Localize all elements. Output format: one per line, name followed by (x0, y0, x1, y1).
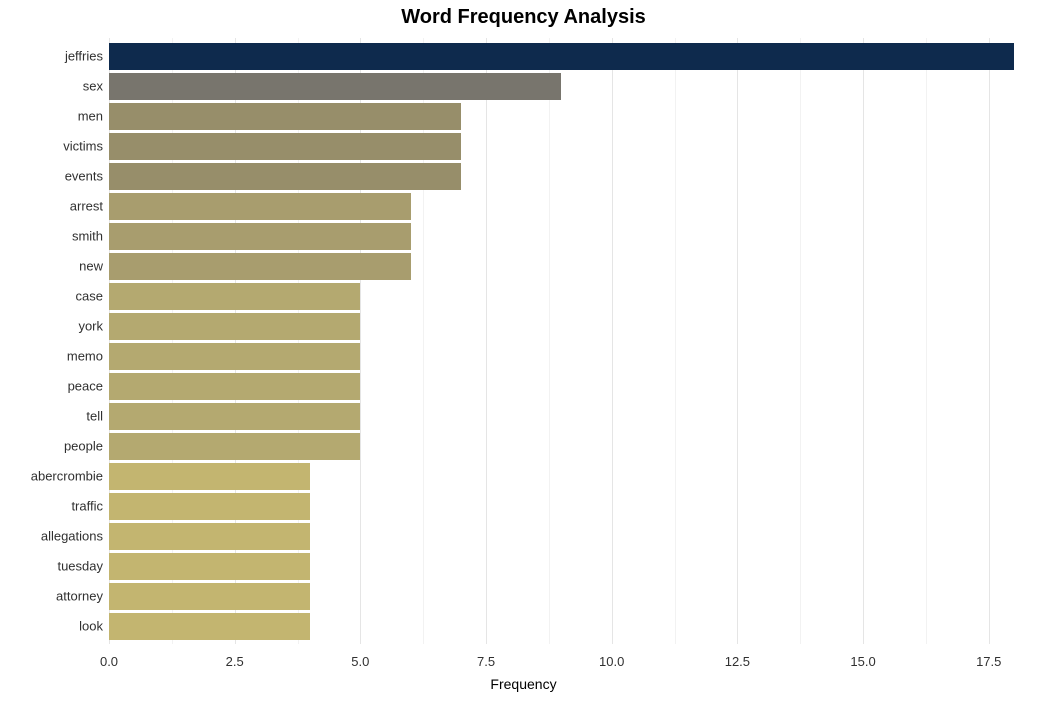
bar (109, 223, 411, 250)
bar (109, 583, 310, 610)
y-tick-label: traffic (71, 499, 109, 514)
bar-row (109, 193, 1039, 220)
bar (109, 373, 360, 400)
y-tick-label: allegations (41, 529, 109, 544)
bar (109, 283, 360, 310)
bar (109, 493, 310, 520)
y-tick-label: case (76, 289, 109, 304)
bar-row (109, 343, 1039, 370)
bar (109, 193, 411, 220)
y-tick-label: victims (63, 139, 109, 154)
bar (109, 313, 360, 340)
y-tick-label: peace (68, 379, 109, 394)
bar-row (109, 313, 1039, 340)
y-tick-label: memo (67, 349, 109, 364)
bar (109, 463, 310, 490)
y-tick-label: events (65, 169, 109, 184)
y-tick-label: look (79, 619, 109, 634)
x-tick-label: 17.5 (976, 654, 1001, 669)
bar (109, 103, 461, 130)
x-tick-label: 7.5 (477, 654, 495, 669)
bar (109, 433, 360, 460)
x-tick-label: 12.5 (725, 654, 750, 669)
chart-container: Word Frequency Analysis jeffriessexmenvi… (0, 0, 1047, 701)
y-tick-label: new (79, 259, 109, 274)
chart-title: Word Frequency Analysis (0, 6, 1047, 29)
bar (109, 553, 310, 580)
bar (109, 253, 411, 280)
bar-row (109, 43, 1039, 70)
bar-row (109, 163, 1039, 190)
y-tick-label: men (78, 109, 109, 124)
bar (109, 133, 461, 160)
bar (109, 43, 1014, 70)
bar (109, 343, 360, 370)
bar (109, 73, 561, 100)
y-tick-label: abercrombie (31, 469, 109, 484)
bar (109, 523, 310, 550)
plot-area: jeffriessexmenvictimseventsarrestsmithne… (109, 38, 1039, 644)
bar-row (109, 523, 1039, 550)
bar-row (109, 73, 1039, 100)
bar (109, 163, 461, 190)
bar-row (109, 373, 1039, 400)
bar-row (109, 583, 1039, 610)
bar-row (109, 493, 1039, 520)
x-tick-label: 10.0 (599, 654, 624, 669)
bar-row (109, 433, 1039, 460)
bar-row (109, 613, 1039, 640)
y-tick-label: arrest (70, 199, 109, 214)
y-tick-label: jeffries (65, 49, 109, 64)
y-tick-label: smith (72, 229, 109, 244)
bar-row (109, 463, 1039, 490)
bar-row (109, 283, 1039, 310)
x-tick-label: 15.0 (850, 654, 875, 669)
y-tick-label: york (78, 319, 109, 334)
y-tick-label: tuesday (57, 559, 109, 574)
x-axis-title: Frequency (0, 676, 1047, 692)
bar (109, 613, 310, 640)
x-tick-label: 5.0 (351, 654, 369, 669)
bar-row (109, 553, 1039, 580)
bar-row (109, 103, 1039, 130)
bar-row (109, 133, 1039, 160)
bar (109, 403, 360, 430)
x-tick-label: 2.5 (226, 654, 244, 669)
y-tick-label: people (64, 439, 109, 454)
y-tick-label: attorney (56, 589, 109, 604)
x-tick-label: 0.0 (100, 654, 118, 669)
bar-row (109, 223, 1039, 250)
y-tick-label: sex (83, 79, 109, 94)
bar-row (109, 403, 1039, 430)
y-tick-label: tell (86, 409, 109, 424)
bar-row (109, 253, 1039, 280)
